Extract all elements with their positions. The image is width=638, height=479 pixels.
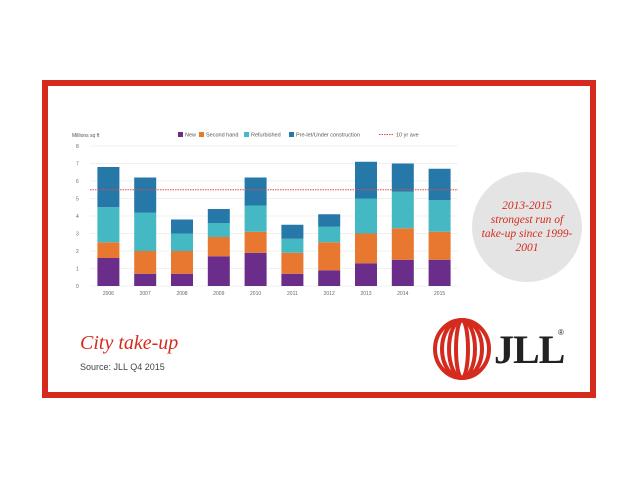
bar-segment-2006-0	[97, 258, 120, 286]
bar-segment-2014-0	[391, 259, 414, 286]
source-note: Source: JLL Q4 2015	[80, 362, 165, 372]
jll-emblem-icon	[433, 318, 491, 380]
bar-segment-2012-0	[318, 270, 341, 286]
x-tick-label: 2014	[397, 291, 408, 297]
logo-registered-mark: ®	[558, 328, 564, 337]
bar-segment-2006-2	[97, 207, 120, 243]
x-tick-label: 2006	[103, 291, 114, 297]
bar-segment-2013-2	[355, 198, 377, 234]
legend-label-average: 10 yr ave	[396, 133, 419, 139]
bar-segment-2006-1	[97, 242, 120, 258]
bar-segment-2008-2	[171, 233, 193, 251]
bar-segment-2013-3	[355, 161, 377, 199]
slide-title: City take-up	[80, 332, 179, 354]
legend-label-3: Pre-let/Under construction	[296, 133, 360, 139]
chart-bars	[97, 161, 451, 286]
bar-segment-2015-0	[428, 259, 451, 286]
bar-segment-2011-2	[281, 238, 304, 253]
bar-segment-2010-2	[244, 205, 267, 232]
bar-segment-2011-1	[281, 252, 304, 274]
y-tick-label: 1	[76, 266, 79, 272]
bar-segment-2010-0	[244, 252, 267, 286]
y-tick-label: 6	[76, 179, 79, 185]
x-tick-label: 2009	[213, 291, 224, 297]
slide-frame: Millions sq ft New Second hand Refurbished…	[42, 80, 596, 398]
legend-swatch-0	[178, 132, 183, 137]
y-tick-label: 5	[76, 196, 79, 202]
bar-segment-2010-3	[244, 177, 267, 206]
take-up-chart: Millions sq ft New Second hand Refurbished…	[72, 132, 458, 297]
bar-segment-2007-0	[134, 273, 157, 286]
bar-segment-2007-1	[134, 251, 157, 274]
bar-segment-2015-1	[428, 231, 451, 260]
bar-segment-2009-1	[207, 237, 230, 257]
bar-segment-2012-3	[318, 214, 341, 227]
bar-segment-2007-3	[134, 177, 157, 213]
y-tick-label: 0	[76, 284, 79, 290]
y-tick-label: 7	[76, 161, 79, 167]
bar-segment-2011-3	[281, 224, 304, 239]
bar-segment-2009-3	[207, 209, 230, 223]
y-tick-label: 3	[76, 231, 79, 237]
bar-segment-2012-2	[318, 226, 341, 243]
chart-legend: New Second hand Refurbished Pre-let/Under c…	[178, 132, 419, 139]
legend-swatch-3	[289, 132, 294, 137]
bar-segment-2009-0	[207, 256, 230, 286]
x-tick-label: 2010	[250, 291, 261, 297]
x-tick-label: 2011	[287, 291, 298, 297]
bar-segment-2009-2	[207, 223, 230, 237]
bar-segment-2015-2	[428, 200, 451, 232]
x-tick-label: 2007	[140, 291, 151, 297]
bar-segment-2011-0	[281, 273, 304, 286]
legend-swatch-2	[244, 132, 249, 137]
bar-segment-2015-3	[428, 168, 451, 201]
y-axis-label: Millions sq ft	[72, 133, 100, 139]
x-tick-label: 2015	[434, 291, 445, 297]
bar-segment-2012-1	[318, 242, 341, 271]
legend-swatch-1	[199, 132, 204, 137]
bar-segment-2008-3	[171, 219, 193, 234]
bar-segment-2007-2	[134, 212, 157, 251]
bar-segment-2013-1	[355, 233, 377, 264]
legend-label-2: Refurbished	[251, 133, 281, 139]
x-tick-label: 2013	[360, 291, 371, 297]
y-tick-label: 8	[76, 144, 79, 150]
bar-segment-2008-1	[171, 251, 193, 274]
legend-label-1: Second hand	[206, 133, 238, 139]
logo-wordmark: JLL	[494, 327, 565, 372]
bar-segment-2010-1	[244, 231, 267, 253]
y-tick-label: 2	[76, 249, 79, 255]
x-tick-label: 2012	[324, 291, 335, 297]
x-tick-label: 2008	[176, 291, 187, 297]
callout-text: 2013-2015 strongest run of take-up since…	[481, 200, 573, 254]
bar-segment-2014-2	[391, 191, 414, 229]
y-tick-label: 4	[76, 214, 79, 220]
bar-segment-2006-3	[97, 167, 120, 208]
x-axis-labels: 2006 2007 2008 2009 2010 2011 2012 2013 2014 2015	[103, 291, 446, 297]
bar-segment-2014-1	[391, 228, 414, 260]
callout-circle: 2013-2015 strongest run of take-up since…	[472, 172, 582, 282]
legend-label-0: New	[185, 133, 196, 139]
bar-segment-2013-0	[355, 263, 377, 286]
jll-logo: JLL ®	[432, 318, 572, 380]
bar-segment-2014-3	[391, 163, 414, 192]
bar-segment-2008-0	[171, 273, 193, 286]
